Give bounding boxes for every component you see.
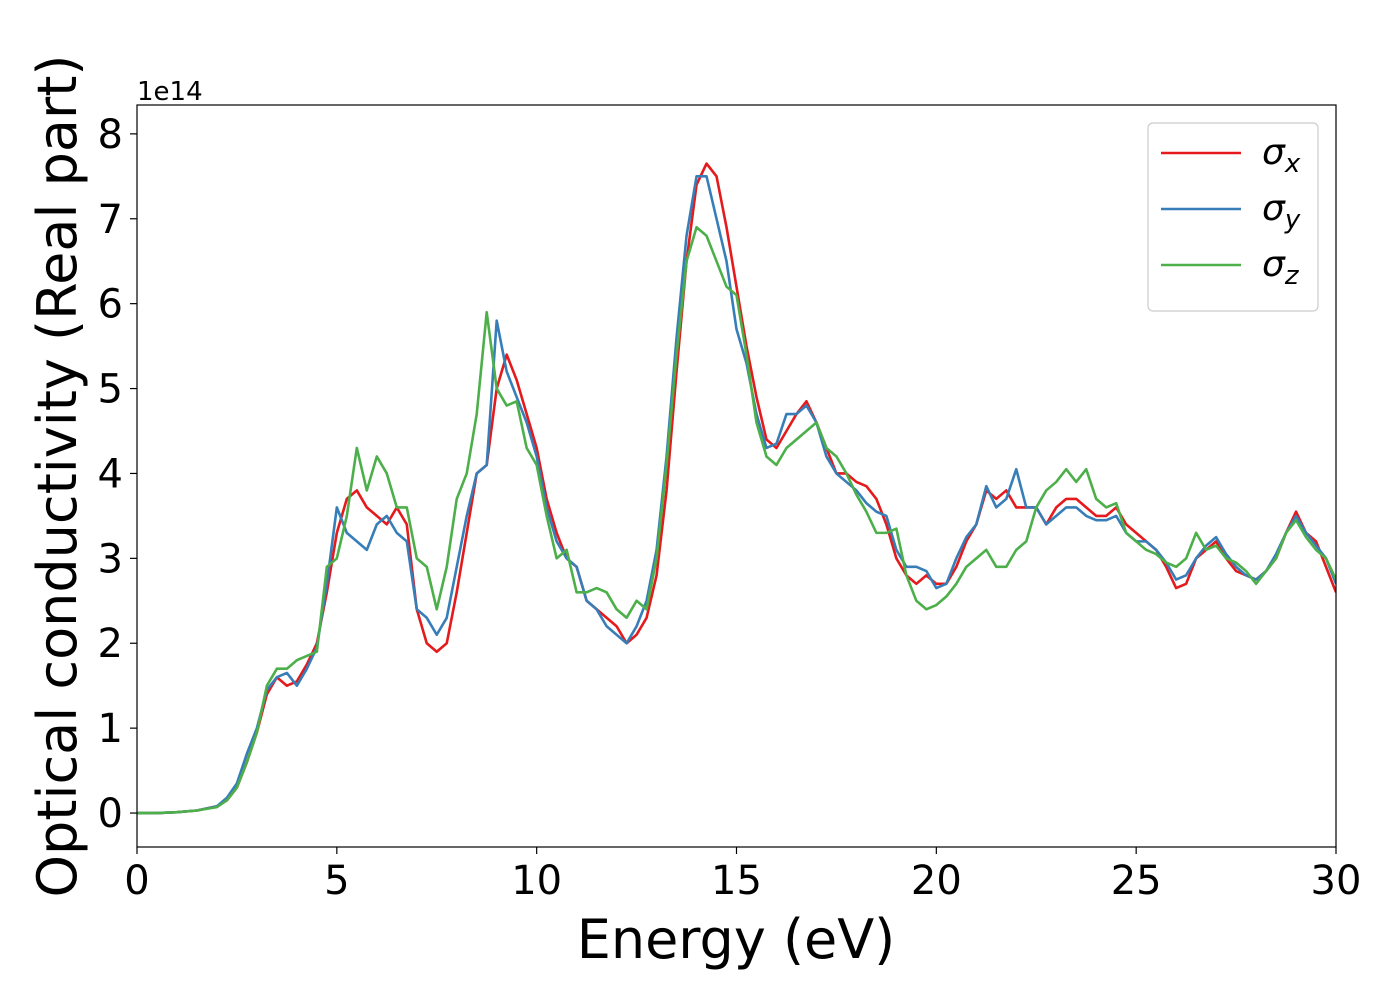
- y-tick-label: 8: [98, 112, 123, 158]
- legend-label: σz: [1262, 244, 1300, 291]
- legend-label: σx: [1262, 132, 1301, 179]
- y-tick-label: 7: [98, 197, 123, 243]
- x-axis-label: Energy (eV): [577, 908, 896, 971]
- x-tick-label: 15: [711, 858, 762, 904]
- y-tick-label: 5: [98, 367, 123, 413]
- plot-frame: [136, 104, 1337, 848]
- y-axis-label: Optical conductivity (Real part): [26, 55, 89, 898]
- x-tick-label: 0: [124, 858, 149, 904]
- x-tick-label: 5: [324, 858, 349, 904]
- x-tick-label: 10: [511, 858, 562, 904]
- y-tick-label: 6: [98, 282, 123, 328]
- y-tick-label: 2: [98, 621, 123, 667]
- x-tick-label: 25: [1111, 858, 1162, 904]
- y-tick-label: 0: [98, 791, 123, 837]
- y-tick-label: 1: [98, 706, 123, 752]
- y-offset-label: 1e14: [137, 77, 203, 107]
- y-tick-label: 4: [98, 451, 123, 497]
- y-tick-label: 3: [98, 536, 123, 582]
- legend-label: σy: [1262, 188, 1301, 235]
- x-tick-label: 20: [911, 858, 962, 904]
- series-line: [137, 162, 1336, 815]
- series-line: [137, 225, 1336, 815]
- x-tick-label: 30: [1311, 858, 1362, 904]
